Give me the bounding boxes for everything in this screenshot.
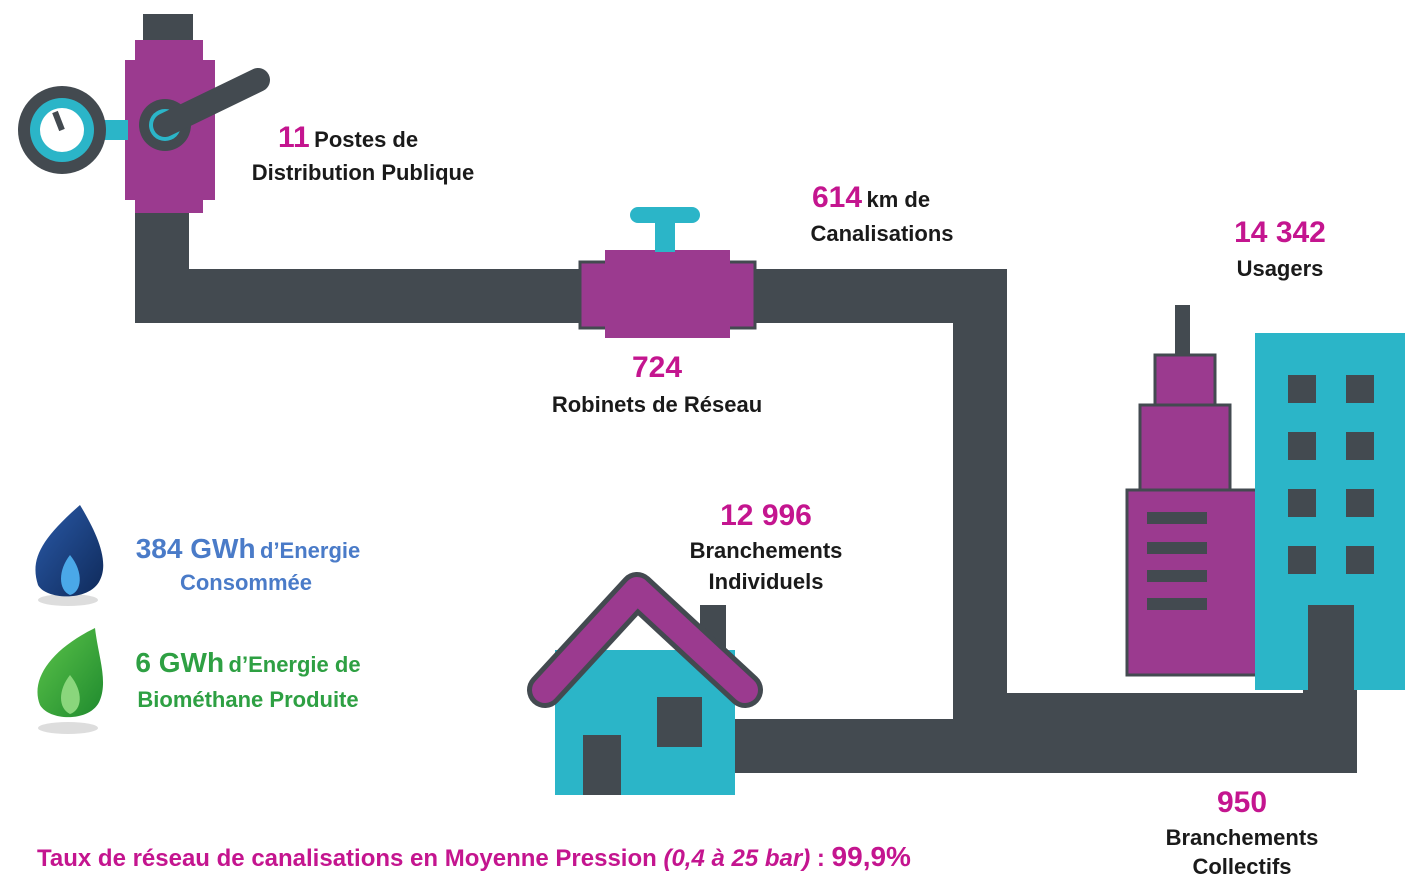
infographic: 11 Postes de Distribution Publique 614 k…	[0, 0, 1405, 879]
buildings	[1127, 305, 1405, 690]
energy-icons	[35, 505, 103, 734]
stat-label: Robinets de Réseau	[552, 392, 762, 417]
footer-separator: :	[817, 845, 825, 872]
footer-value: 99,9%	[832, 841, 911, 872]
stat-label: Individuels	[709, 569, 824, 594]
energy-consumed: 384 GWh d’Energie	[136, 533, 361, 564]
network-valve	[580, 207, 755, 338]
stat-label: Usagers	[1237, 256, 1324, 281]
stat-value: 950	[1217, 786, 1267, 819]
house	[545, 590, 745, 795]
stat-value: 11	[278, 121, 310, 154]
footer-note: (0,4 à 25 bar)	[663, 845, 810, 872]
stat-label: Branchements	[690, 538, 843, 563]
energy-label: d’Energie	[260, 538, 360, 563]
page: { "stats": [ {"value": "11", "inline": "…	[0, 0, 1405, 879]
stat-label: Distribution Publique	[252, 160, 474, 185]
stat-posts: 11 Postes de	[278, 121, 418, 154]
energy-value: 384 GWh	[136, 533, 256, 564]
stat-value: 14 342	[1234, 216, 1326, 249]
stat-label: Canalisations	[810, 221, 953, 246]
stat-value: 614	[812, 181, 862, 214]
footer: Taux de réseau de canalisations en Moyen…	[37, 841, 911, 872]
footer-label: Taux de réseau de canalisations en Moyen…	[37, 845, 657, 872]
energy-value: 6 GWh	[135, 647, 224, 678]
energy-label: Consommée	[180, 570, 312, 595]
energy-label: d’Energie de	[229, 652, 361, 677]
stat-value: 12 996	[720, 499, 812, 532]
energy-label: Biométhane Produite	[137, 687, 358, 712]
stat-label: Postes de	[314, 127, 418, 152]
stat-label: Collectifs	[1192, 854, 1291, 879]
distribution-post	[18, 14, 258, 213]
stat-label: Branchements	[1166, 825, 1319, 850]
stat-label: km de	[867, 187, 931, 212]
stat-pipelines: 614 km de	[812, 181, 930, 214]
stat-value: 724	[632, 351, 682, 384]
energy-produced: 6 GWh d’Energie de	[135, 647, 360, 678]
